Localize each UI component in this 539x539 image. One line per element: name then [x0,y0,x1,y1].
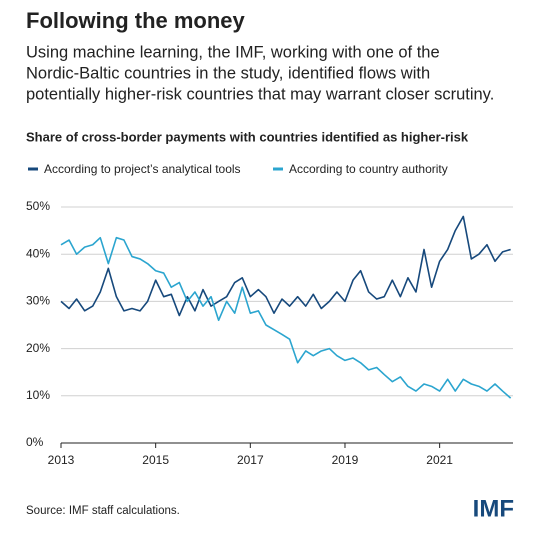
series-line [60,236,512,399]
y-tick-label: 20% [26,341,50,355]
legend-label: According to project’s analytical tools [44,162,241,176]
x-tick-label: 2015 [142,453,169,467]
subtitle: Nordic-Baltic countries in the study, id… [26,64,430,82]
plot-title: Share of cross-border payments with coun… [26,129,469,144]
subtitle: potentially higher-risk countries that m… [26,85,494,103]
x-tick-label: 2017 [237,453,264,467]
x-tick-label: 2019 [332,453,359,467]
y-tick-label: 0% [26,435,44,449]
y-tick-label: 30% [26,294,50,308]
chart-title: Following the money [26,8,246,33]
series-line [60,215,511,317]
y-tick-label: 40% [26,246,50,260]
y-tick-label: 50% [26,199,50,213]
subtitle: Using machine learning, the IMF, working… [26,43,440,61]
y-tick-label: 10% [26,388,50,402]
x-tick-label: 2021 [426,453,453,467]
logo: IMF [473,495,514,522]
source: Source: IMF staff calculations. [26,505,180,517]
legend-label: According to country authority [289,162,448,176]
x-tick-label: 2013 [48,453,75,467]
